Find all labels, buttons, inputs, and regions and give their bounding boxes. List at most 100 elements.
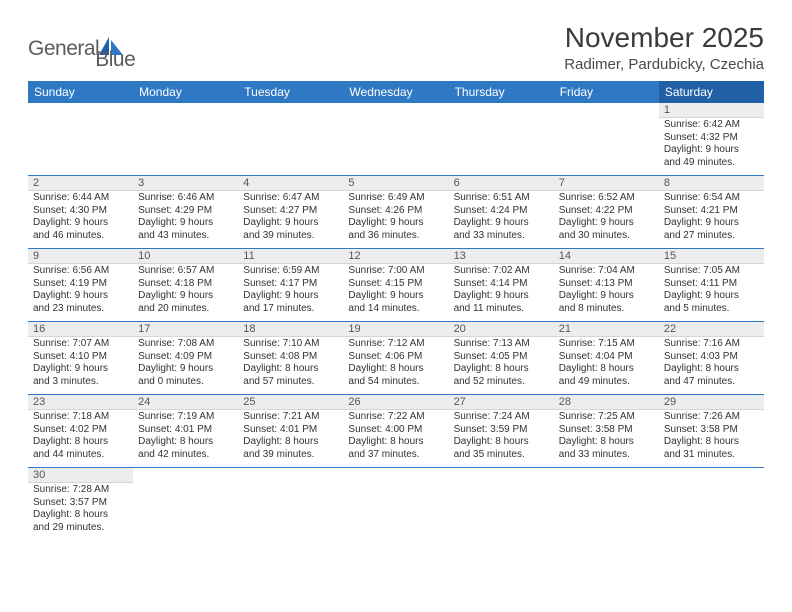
day-details: Sunrise: 7:22 AMSunset: 4:00 PMDaylight:… [343,410,448,463]
calendar-day-cell: 4Sunrise: 6:47 AMSunset: 4:27 PMDaylight… [238,176,343,249]
calendar-day-cell: 3Sunrise: 6:46 AMSunset: 4:29 PMDaylight… [133,176,238,249]
calendar-day-cell: 8Sunrise: 6:54 AMSunset: 4:21 PMDaylight… [659,176,764,249]
day-details: Sunrise: 7:10 AMSunset: 4:08 PMDaylight:… [238,337,343,390]
calendar-day-cell: 7Sunrise: 6:52 AMSunset: 4:22 PMDaylight… [554,176,659,249]
calendar-week-row: 1Sunrise: 6:42 AMSunset: 4:32 PMDaylight… [28,103,764,176]
day-number: 3 [133,176,238,191]
weekday-header: Monday [133,81,238,103]
weekday-header: Wednesday [343,81,448,103]
day-number: 12 [343,249,448,264]
day-number: 1 [659,103,764,118]
calendar-day-cell [133,103,238,176]
day-details: Sunrise: 6:54 AMSunset: 4:21 PMDaylight:… [659,191,764,244]
calendar-day-cell [449,103,554,176]
day-details: Sunrise: 7:08 AMSunset: 4:09 PMDaylight:… [133,337,238,390]
calendar-day-cell: 12Sunrise: 7:00 AMSunset: 4:15 PMDayligh… [343,249,448,322]
day-number: 26 [343,395,448,410]
brand-text: General [28,37,99,61]
calendar-day-cell: 24Sunrise: 7:19 AMSunset: 4:01 PMDayligh… [133,395,238,468]
day-details: Sunrise: 7:24 AMSunset: 3:59 PMDaylight:… [449,410,554,463]
weekday-header-row: SundayMondayTuesdayWednesdayThursdayFrid… [28,81,764,103]
day-details: Sunrise: 7:28 AMSunset: 3:57 PMDaylight:… [28,483,133,536]
brand-part1: General [28,37,99,60]
calendar-day-cell [554,468,659,541]
calendar-day-cell: 17Sunrise: 7:08 AMSunset: 4:09 PMDayligh… [133,322,238,395]
day-number: 8 [659,176,764,191]
calendar-day-cell [449,468,554,541]
brand-part2: Blue [95,48,135,71]
day-details: Sunrise: 7:05 AMSunset: 4:11 PMDaylight:… [659,264,764,317]
day-details: Sunrise: 7:18 AMSunset: 4:02 PMDaylight:… [28,410,133,463]
day-details: Sunrise: 6:51 AMSunset: 4:24 PMDaylight:… [449,191,554,244]
calendar-day-cell: 28Sunrise: 7:25 AMSunset: 3:58 PMDayligh… [554,395,659,468]
day-details: Sunrise: 7:16 AMSunset: 4:03 PMDaylight:… [659,337,764,390]
day-number: 9 [28,249,133,264]
calendar-day-cell [343,103,448,176]
calendar-week-row: 16Sunrise: 7:07 AMSunset: 4:10 PMDayligh… [28,322,764,395]
day-number: 24 [133,395,238,410]
calendar-day-cell [238,103,343,176]
calendar-day-cell: 15Sunrise: 7:05 AMSunset: 4:11 PMDayligh… [659,249,764,322]
day-details: Sunrise: 7:04 AMSunset: 4:13 PMDaylight:… [554,264,659,317]
header: General Blue November 2025 Radimer, Pard… [28,22,764,73]
day-number: 16 [28,322,133,337]
calendar-day-cell: 27Sunrise: 7:24 AMSunset: 3:59 PMDayligh… [449,395,554,468]
day-number: 25 [238,395,343,410]
day-details: Sunrise: 7:13 AMSunset: 4:05 PMDaylight:… [449,337,554,390]
calendar-day-cell: 9Sunrise: 6:56 AMSunset: 4:19 PMDaylight… [28,249,133,322]
day-number: 23 [28,395,133,410]
calendar-day-cell [133,468,238,541]
day-number: 28 [554,395,659,410]
calendar-day-cell: 11Sunrise: 6:59 AMSunset: 4:17 PMDayligh… [238,249,343,322]
brand-logo: General Blue [28,22,135,72]
day-number: 19 [343,322,448,337]
location-subtitle: Radimer, Pardubicky, Czechia [564,56,764,73]
day-number: 4 [238,176,343,191]
day-number: 17 [133,322,238,337]
calendar-week-row: 2Sunrise: 6:44 AMSunset: 4:30 PMDaylight… [28,176,764,249]
day-number: 18 [238,322,343,337]
calendar-day-cell: 29Sunrise: 7:26 AMSunset: 3:58 PMDayligh… [659,395,764,468]
calendar-day-cell: 16Sunrise: 7:07 AMSunset: 4:10 PMDayligh… [28,322,133,395]
weekday-header: Sunday [28,81,133,103]
day-details: Sunrise: 6:49 AMSunset: 4:26 PMDaylight:… [343,191,448,244]
calendar-table: SundayMondayTuesdayWednesdayThursdayFrid… [28,81,764,540]
day-details: Sunrise: 6:57 AMSunset: 4:18 PMDaylight:… [133,264,238,317]
calendar-day-cell [238,468,343,541]
day-details: Sunrise: 7:19 AMSunset: 4:01 PMDaylight:… [133,410,238,463]
day-number: 6 [449,176,554,191]
day-details: Sunrise: 7:15 AMSunset: 4:04 PMDaylight:… [554,337,659,390]
day-details: Sunrise: 6:42 AMSunset: 4:32 PMDaylight:… [659,118,764,171]
calendar-day-cell: 10Sunrise: 6:57 AMSunset: 4:18 PMDayligh… [133,249,238,322]
weekday-header: Friday [554,81,659,103]
day-details: Sunrise: 7:12 AMSunset: 4:06 PMDaylight:… [343,337,448,390]
day-number: 2 [28,176,133,191]
calendar-day-cell: 25Sunrise: 7:21 AMSunset: 4:01 PMDayligh… [238,395,343,468]
day-details: Sunrise: 7:07 AMSunset: 4:10 PMDaylight:… [28,337,133,390]
weekday-header: Thursday [449,81,554,103]
calendar-day-cell: 18Sunrise: 7:10 AMSunset: 4:08 PMDayligh… [238,322,343,395]
calendar-day-cell: 1Sunrise: 6:42 AMSunset: 4:32 PMDaylight… [659,103,764,176]
calendar-day-cell: 6Sunrise: 6:51 AMSunset: 4:24 PMDaylight… [449,176,554,249]
day-number: 11 [238,249,343,264]
calendar-day-cell [343,468,448,541]
day-details: Sunrise: 7:02 AMSunset: 4:14 PMDaylight:… [449,264,554,317]
day-number: 29 [659,395,764,410]
day-number: 22 [659,322,764,337]
day-number: 27 [449,395,554,410]
calendar-day-cell: 30Sunrise: 7:28 AMSunset: 3:57 PMDayligh… [28,468,133,541]
weekday-header: Tuesday [238,81,343,103]
calendar-day-cell: 26Sunrise: 7:22 AMSunset: 4:00 PMDayligh… [343,395,448,468]
calendar-day-cell: 20Sunrise: 7:13 AMSunset: 4:05 PMDayligh… [449,322,554,395]
calendar-day-cell: 22Sunrise: 7:16 AMSunset: 4:03 PMDayligh… [659,322,764,395]
day-details: Sunrise: 6:47 AMSunset: 4:27 PMDaylight:… [238,191,343,244]
day-number: 7 [554,176,659,191]
calendar-week-row: 23Sunrise: 7:18 AMSunset: 4:02 PMDayligh… [28,395,764,468]
day-details: Sunrise: 7:25 AMSunset: 3:58 PMDaylight:… [554,410,659,463]
day-number: 5 [343,176,448,191]
calendar-week-row: 9Sunrise: 6:56 AMSunset: 4:19 PMDaylight… [28,249,764,322]
day-number: 14 [554,249,659,264]
day-details: Sunrise: 6:52 AMSunset: 4:22 PMDaylight:… [554,191,659,244]
day-details: Sunrise: 6:46 AMSunset: 4:29 PMDaylight:… [133,191,238,244]
day-number: 30 [28,468,133,483]
